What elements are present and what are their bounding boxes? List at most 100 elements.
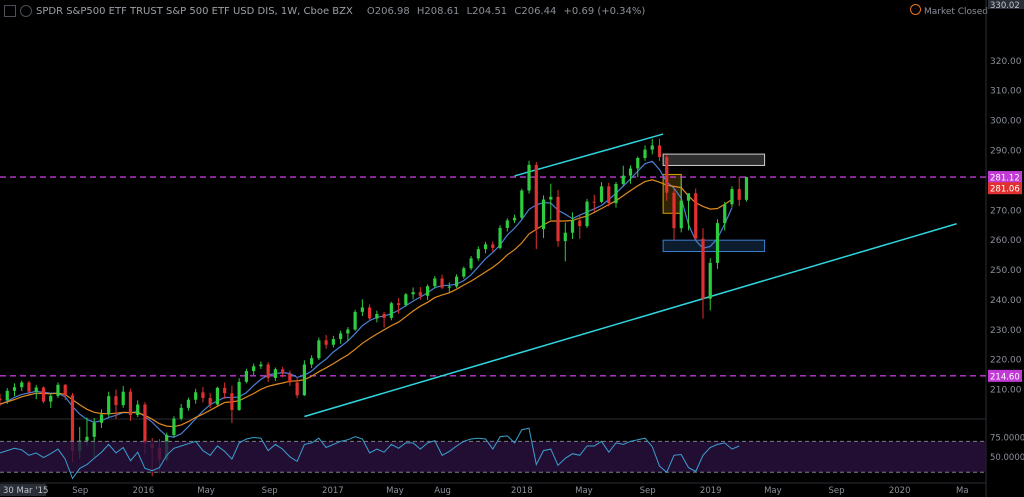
candle <box>353 309 357 331</box>
candle-body <box>534 164 538 230</box>
ohlc-readout: O206.98 H208.61 L204.51 C206.44 +0.69 (+… <box>367 6 649 17</box>
candle-body <box>715 223 720 263</box>
last-price-box <box>988 182 1022 195</box>
candle <box>396 298 401 314</box>
candle-body <box>527 164 531 191</box>
candle <box>520 188 524 220</box>
candle-body <box>570 220 575 233</box>
candle <box>128 388 133 421</box>
collapse-icon[interactable] <box>4 5 16 17</box>
candle-body <box>469 258 473 269</box>
price-axis[interactable]: 210.00 220.00 230.00 240.00 250.00 260.00 270.… <box>988 0 1024 463</box>
candle-body <box>556 196 560 242</box>
candle-body <box>498 227 502 248</box>
grid <box>0 0 987 497</box>
candle-body <box>63 384 67 396</box>
candle-body <box>505 220 509 228</box>
candle <box>5 388 9 404</box>
candle-body <box>244 371 249 382</box>
candle <box>302 360 306 396</box>
candle <box>49 393 53 408</box>
candle <box>339 330 343 344</box>
candle-body <box>549 196 553 200</box>
candle-body <box>317 340 321 359</box>
candle-body <box>636 157 640 169</box>
candle-body <box>114 396 118 406</box>
candle <box>99 409 104 428</box>
candle <box>657 138 662 161</box>
candle <box>411 287 415 300</box>
candle <box>41 386 46 404</box>
date-tick-label: May <box>386 486 404 496</box>
price-tick-label: 220.00 <box>990 356 1022 366</box>
candle-body <box>389 303 393 318</box>
candle <box>215 386 220 407</box>
zone-box <box>662 153 766 166</box>
candle <box>252 363 256 375</box>
candle-body <box>121 391 125 406</box>
candle <box>563 222 567 262</box>
candle-body <box>259 364 263 367</box>
level-lines <box>0 176 986 377</box>
candle <box>469 256 473 271</box>
price-tick-label: 310.00 <box>990 87 1022 97</box>
candle-body <box>411 292 415 295</box>
candle <box>27 380 31 395</box>
date-tick-label: 30 Mar '15 <box>3 486 48 496</box>
time-axis[interactable]: 30 Mar '15 Sep 2016 May Sep 2017 May Aug 2018 May… <box>0 484 969 496</box>
candle-body <box>281 369 285 374</box>
date-tick-label: 2019 <box>700 486 722 496</box>
candle-body <box>49 395 53 402</box>
candle-body <box>520 190 524 218</box>
candle <box>368 304 372 322</box>
candle-body <box>346 329 350 334</box>
indicator-lines <box>0 160 733 438</box>
candle <box>310 355 314 369</box>
candle <box>462 266 466 279</box>
level-price-label: 281.12 <box>990 174 1020 184</box>
level-price-label: 214.60 <box>990 372 1020 382</box>
candle-body <box>41 387 46 402</box>
candle <box>389 301 393 321</box>
date-tick-label: Sep <box>829 486 845 496</box>
sma-line <box>0 179 733 428</box>
candle-body <box>491 244 495 248</box>
price-tick-label: 260.00 <box>990 236 1022 246</box>
candle <box>20 380 24 392</box>
date-tick-label: 2018 <box>511 486 533 496</box>
rsi-line <box>0 427 740 480</box>
candle <box>375 310 379 323</box>
candle <box>737 176 741 207</box>
candle <box>194 388 198 404</box>
candle <box>179 403 183 421</box>
candle-body <box>476 249 480 259</box>
candle-body <box>27 382 31 392</box>
candle-body <box>578 220 582 227</box>
candle <box>324 334 328 349</box>
candle-body <box>418 292 422 296</box>
candle <box>56 382 60 398</box>
candle-body <box>614 183 618 204</box>
candle-body <box>20 382 24 388</box>
candle <box>244 368 249 384</box>
candle <box>288 370 292 387</box>
candle <box>512 214 517 224</box>
symbol-title[interactable]: SPDR S&P500 ETF TRUST S&P 500 ETF USD DI… <box>36 5 353 17</box>
candle <box>223 382 227 399</box>
price-tick-label: 210.00 <box>990 386 1022 396</box>
candle <box>454 274 459 288</box>
rsi-pane <box>0 427 986 480</box>
candle <box>672 188 676 241</box>
candle <box>607 182 611 207</box>
candle <box>650 138 654 155</box>
date-tick-label: May <box>575 486 593 496</box>
candle <box>172 416 176 438</box>
candle <box>425 284 430 300</box>
clock-icon <box>909 4 921 15</box>
candle <box>701 228 705 319</box>
candle-body <box>136 404 140 416</box>
candle <box>498 225 502 250</box>
date-tick-label: May <box>197 486 215 496</box>
symbol-icon <box>20 5 32 17</box>
